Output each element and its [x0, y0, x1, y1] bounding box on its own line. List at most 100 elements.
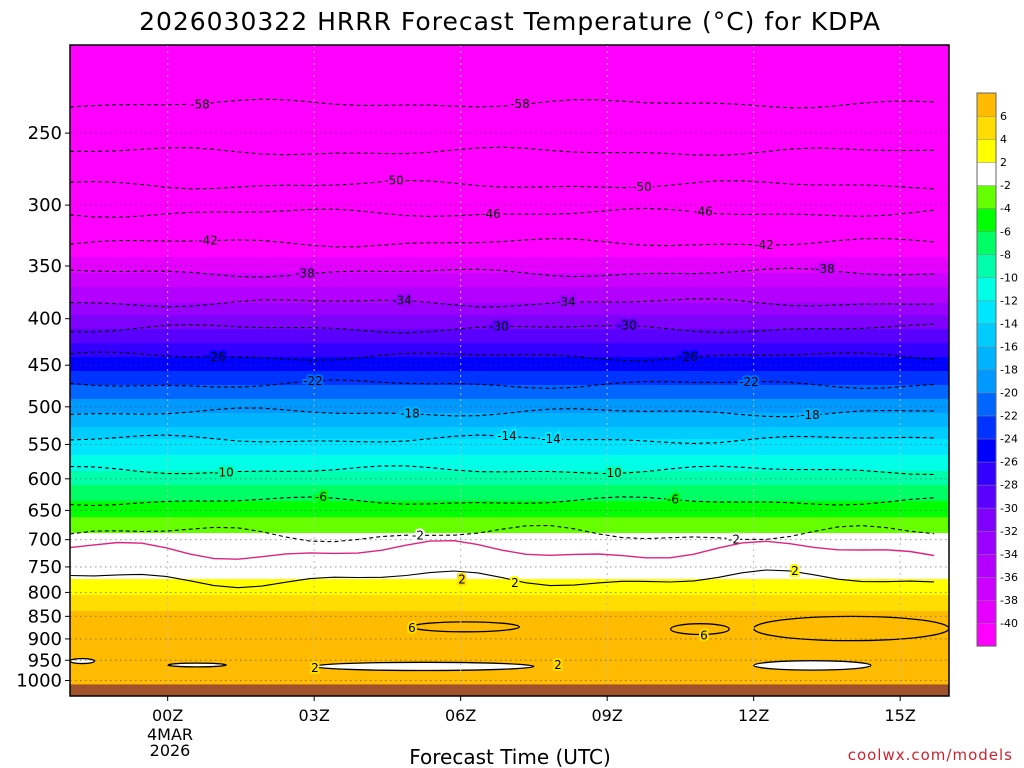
temp-band — [70, 59, 949, 62]
temp-band — [70, 61, 949, 64]
x-tick-label: 06Z — [445, 706, 476, 725]
temp-band — [70, 171, 949, 174]
x-tick-label: 00Z — [152, 706, 183, 725]
colorbar-label: -10 — [1000, 271, 1018, 284]
temp-band — [70, 297, 949, 300]
y-tick-label: 250 — [28, 123, 62, 144]
temp-band — [70, 113, 949, 116]
temp-band — [70, 543, 949, 546]
temp-band — [70, 633, 949, 636]
temp-band — [70, 269, 949, 272]
temp-band — [70, 365, 949, 368]
temp-band — [70, 129, 949, 132]
temp-band — [70, 99, 949, 102]
x-tick-label: 09Z — [592, 706, 623, 725]
temp-band — [70, 181, 949, 184]
temp-band — [70, 599, 949, 602]
temp-band — [70, 455, 949, 458]
temp-band — [70, 675, 949, 678]
x-tick-label: 12Z — [738, 706, 769, 725]
temp-band — [70, 89, 949, 92]
temp-band — [70, 315, 949, 318]
temp-band — [70, 449, 949, 452]
temp-band — [70, 331, 949, 334]
colorbar-swatch — [976, 161, 997, 186]
chart-title: 2026030322 HRRR Forecast Temperature (°C… — [139, 7, 881, 36]
temp-band — [70, 141, 949, 144]
grid-lines — [70, 45, 949, 696]
temp-band — [70, 95, 949, 98]
colorbar-label: -36 — [1000, 571, 1018, 584]
temp-band — [70, 299, 949, 302]
temp-band — [70, 523, 949, 526]
temp-band — [70, 263, 949, 266]
y-tick-label: 300 — [28, 195, 62, 216]
temp-band — [70, 135, 949, 138]
temp-band — [70, 313, 949, 316]
temp-band — [70, 501, 949, 504]
temp-band — [70, 243, 949, 246]
cool-pocket — [753, 660, 872, 671]
temp-band — [70, 191, 949, 194]
contour-label: -22 — [739, 375, 759, 389]
temp-band — [70, 443, 949, 446]
temp-band — [70, 117, 949, 120]
temp-band — [70, 643, 949, 646]
contour-line — [70, 179, 935, 190]
contour-label: -30 — [489, 319, 509, 333]
temp-band — [70, 155, 949, 158]
temp-band — [70, 399, 949, 402]
contour-label: -30 — [617, 318, 637, 332]
contour-label: -10 — [214, 466, 234, 480]
temp-band — [70, 75, 949, 78]
temp-band — [70, 469, 949, 472]
temp-band — [70, 207, 949, 210]
temp-band — [70, 415, 949, 418]
temp-band — [70, 133, 949, 136]
temp-band — [70, 491, 949, 494]
temp-band — [70, 557, 949, 560]
temp-band — [70, 589, 949, 592]
temp-band — [70, 227, 949, 230]
temp-band — [70, 215, 949, 218]
temp-band — [70, 445, 949, 448]
temp-band — [70, 583, 949, 586]
temp-band — [70, 359, 949, 362]
temp-band — [70, 273, 949, 276]
temp-band — [70, 565, 949, 568]
temp-band — [70, 199, 949, 202]
colorbar-label: -20 — [1000, 387, 1018, 400]
colorbar-swatch — [976, 207, 997, 232]
temp-band — [70, 157, 949, 160]
temp-band — [70, 323, 949, 326]
temp-band — [70, 83, 949, 86]
y-axis: 2503003504004505005506006507007508008509… — [16, 123, 70, 692]
colorbar-frame — [976, 92, 997, 647]
contour-line — [70, 524, 935, 543]
temp-band — [70, 551, 949, 554]
temp-band — [70, 79, 949, 82]
temp-band — [70, 63, 949, 66]
temp-band — [70, 635, 949, 638]
temp-band — [70, 285, 949, 288]
temp-band — [70, 533, 949, 536]
y-tick-label: 900 — [28, 629, 62, 650]
temp-band — [70, 585, 949, 588]
plot-area: -58 -58 -50 -50 -46 -46 -42 -42 -38 -38 -34 -34 -30 -… — [70, 45, 949, 696]
temp-band — [70, 225, 949, 228]
warm-pocket — [753, 615, 949, 642]
temp-band — [70, 433, 949, 436]
temp-band — [70, 241, 949, 244]
temp-band — [70, 421, 949, 424]
warm-pocket — [670, 623, 730, 636]
y-tick-label: 450 — [28, 355, 62, 376]
temp-band — [70, 377, 949, 380]
temp-band — [70, 309, 949, 312]
contour-line — [70, 434, 935, 445]
temp-band — [70, 271, 949, 274]
temp-band — [70, 487, 949, 490]
temp-band — [70, 93, 949, 96]
colorbar-swatch — [976, 138, 997, 163]
x-tick-label: 15Z — [885, 706, 916, 725]
temp-band — [70, 51, 949, 54]
